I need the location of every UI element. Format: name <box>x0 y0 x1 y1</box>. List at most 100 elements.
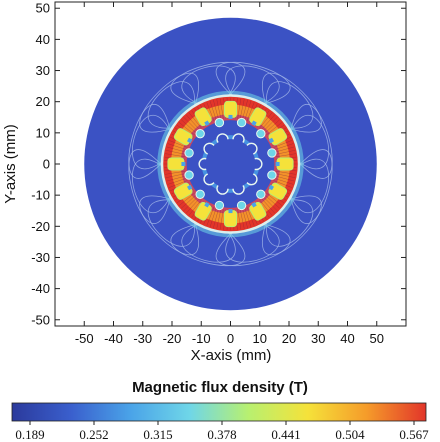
flux-streak <box>166 175 187 182</box>
flux-streak <box>273 140 293 148</box>
flux-streak <box>246 102 255 122</box>
heatmap-layer <box>84 17 377 311</box>
field-line <box>132 115 172 170</box>
flux-streak <box>273 180 293 188</box>
flux-streak <box>213 208 219 229</box>
field-line <box>170 223 246 267</box>
slot-opening <box>186 184 193 191</box>
flux-streak <box>264 119 280 134</box>
field-line <box>139 195 200 256</box>
x-tick-label: -10 <box>192 331 211 346</box>
tooth-tip <box>195 128 205 139</box>
flux-streak <box>274 175 295 182</box>
field-line <box>261 195 322 256</box>
field-line <box>289 104 333 179</box>
field-line <box>181 223 236 263</box>
flux-streak <box>185 114 200 131</box>
flux-streak <box>178 122 196 136</box>
flux-streak <box>206 206 215 226</box>
tooth-tip <box>256 189 266 200</box>
flux-streak <box>183 116 199 132</box>
flux-streak <box>239 99 245 120</box>
y-tick-label: 10 <box>36 125 50 140</box>
flux-streak <box>261 114 276 131</box>
colorbar-tick-label: 0.441 <box>271 427 300 442</box>
flux-streak <box>167 143 187 151</box>
flux-streak <box>264 194 280 209</box>
x-tick-label: -40 <box>104 331 123 346</box>
flux-streak <box>168 140 188 148</box>
field-line <box>261 72 322 133</box>
x-tick-label: 30 <box>311 331 325 346</box>
flux-streak <box>274 177 294 185</box>
slot-opening <box>228 209 233 214</box>
slot-opening <box>181 162 186 166</box>
flux-streak <box>274 146 295 153</box>
y-tick-label: -10 <box>31 188 50 203</box>
field-line <box>170 61 246 105</box>
tooth-tip <box>214 117 225 128</box>
flux-streak <box>275 153 296 158</box>
x-tick-label: -50 <box>75 331 94 346</box>
colorbar-tick-label: 0.252 <box>79 427 108 442</box>
slot-opening <box>204 202 210 208</box>
flux-streak <box>274 143 294 151</box>
field-line <box>225 65 280 105</box>
field-line <box>132 158 172 213</box>
field-line <box>147 81 195 129</box>
tooth-tip <box>236 200 247 211</box>
flux-streak <box>168 180 188 188</box>
stator-slot <box>224 209 237 228</box>
y-tick-label: 0 <box>43 157 50 172</box>
x-tick-label: 50 <box>370 331 384 346</box>
field-line <box>215 61 291 105</box>
stator-slot <box>167 157 186 171</box>
field-line <box>147 199 195 247</box>
flux-streak <box>166 146 187 153</box>
flux-streak <box>275 173 296 179</box>
x-tick-label: -30 <box>133 331 152 346</box>
y-tick-label: -30 <box>31 250 50 265</box>
flux-streak <box>219 209 224 230</box>
flux-streak <box>206 102 215 122</box>
colorbar-title: Magnetic flux density (T) <box>132 379 308 396</box>
flux-streak <box>209 100 217 121</box>
stator-slot <box>249 107 267 127</box>
flux-streak <box>237 209 242 230</box>
y-tick-label: -50 <box>31 312 50 327</box>
slot-opening <box>268 184 275 191</box>
rotor-core <box>205 139 256 189</box>
colorbar-tick-label: 0.315 <box>143 427 172 442</box>
field-line <box>128 149 172 224</box>
flux-streak <box>242 208 248 229</box>
flux-streak <box>165 173 186 179</box>
colorbar-tick-label: 0.567 <box>399 427 429 442</box>
stator-slot <box>173 182 193 200</box>
flux-streak <box>188 112 202 129</box>
colorbar-tick-label: 0.504 <box>335 427 365 442</box>
flux-streak <box>261 197 276 214</box>
tooth-tip <box>184 170 194 180</box>
colorbar <box>11 402 427 422</box>
stator-slot <box>268 128 288 146</box>
slot-opening <box>251 202 257 208</box>
y-tick-label: 50 <box>36 1 50 16</box>
field-line <box>225 223 280 263</box>
tooth-tip <box>256 128 266 139</box>
rotor <box>198 133 263 195</box>
field-lines <box>128 61 333 267</box>
flux-streak <box>213 99 219 120</box>
field-line <box>289 115 329 170</box>
slot-opening <box>251 120 257 126</box>
y-tick-label: 40 <box>36 32 50 47</box>
flux-streak <box>259 199 273 216</box>
flux-streak <box>246 206 255 226</box>
flux-streak <box>167 177 187 185</box>
field-line <box>266 81 314 129</box>
x-tick-label: 40 <box>340 331 354 346</box>
field-line <box>289 149 333 224</box>
x-tick-label: 20 <box>282 331 296 346</box>
x-axis-title: X-axis (mm) <box>191 347 272 364</box>
flux-streak <box>262 116 278 132</box>
x-axis-ticks: -50 -40 -30 -20 -10 0 10 20 30 40 50 <box>75 2 384 346</box>
